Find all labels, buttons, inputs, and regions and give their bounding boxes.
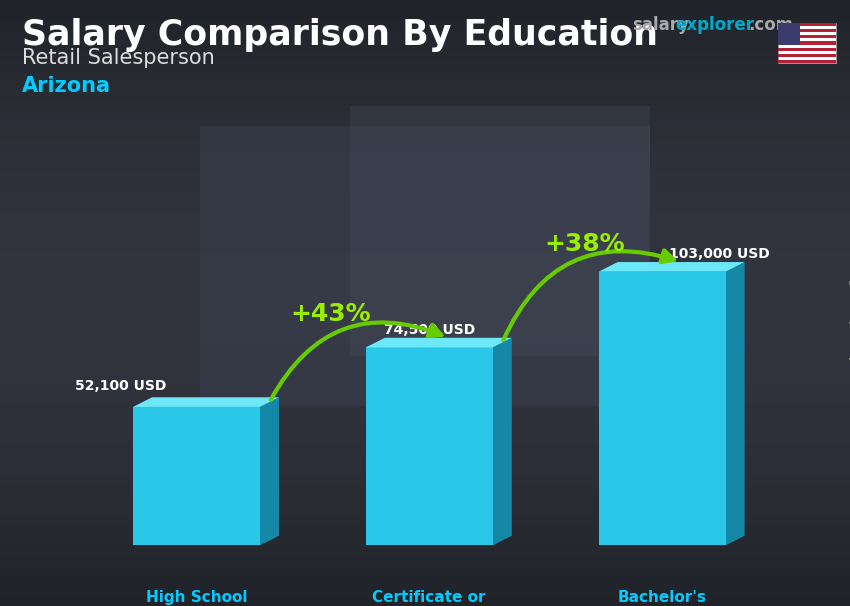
Text: .com: .com [748, 16, 793, 34]
Bar [0, 554, 850, 565]
Bar [0, 574, 850, 586]
Text: +43%: +43% [291, 302, 371, 325]
Bar [0, 302, 850, 313]
Bar [0, 453, 850, 465]
Bar [0, 70, 850, 81]
Bar [200, 126, 650, 406]
Bar [0, 585, 850, 596]
Bar [0, 565, 850, 576]
Bar [0, 332, 850, 344]
Bar [0, 251, 850, 262]
Bar [0, 423, 850, 435]
Polygon shape [493, 338, 512, 545]
Bar [350, 106, 650, 356]
Bar [0, 474, 850, 485]
Bar [778, 35, 836, 38]
Text: 103,000 USD: 103,000 USD [669, 247, 769, 261]
Text: Average Yearly Salary: Average Yearly Salary [848, 250, 850, 362]
Bar [0, 9, 850, 20]
Text: Arizona: Arizona [22, 76, 111, 96]
Bar [778, 54, 836, 57]
Text: 52,100 USD: 52,100 USD [75, 379, 166, 393]
Bar [0, 292, 850, 303]
Bar [0, 80, 850, 91]
Bar [0, 211, 850, 222]
Text: Retail Salesperson: Retail Salesperson [22, 48, 215, 68]
Bar [778, 41, 836, 44]
Bar [778, 60, 836, 63]
Bar [0, 59, 850, 71]
Bar [0, 130, 850, 141]
Bar [0, 201, 850, 212]
Bar [598, 271, 726, 545]
Bar [778, 23, 800, 44]
Text: Certificate or
Diploma: Certificate or Diploma [372, 590, 486, 606]
Bar [0, 595, 850, 606]
Text: 74,500 USD: 74,500 USD [383, 323, 475, 337]
Bar [0, 271, 850, 283]
Bar [0, 383, 850, 394]
Bar [0, 484, 850, 495]
Bar [0, 29, 850, 41]
FancyArrowPatch shape [271, 322, 441, 400]
Bar [0, 534, 850, 545]
Bar [366, 347, 493, 545]
Bar [0, 342, 850, 353]
Bar [0, 120, 850, 132]
Bar [0, 282, 850, 293]
Bar [0, 221, 850, 232]
Bar [0, 444, 850, 454]
Bar [0, 504, 850, 515]
Polygon shape [366, 338, 512, 347]
Bar [0, 231, 850, 242]
Bar [0, 312, 850, 323]
Bar [778, 23, 836, 26]
Bar [0, 161, 850, 171]
Bar [0, 150, 850, 162]
Polygon shape [598, 262, 745, 271]
Bar [0, 514, 850, 525]
Bar [0, 39, 850, 50]
Bar [0, 322, 850, 333]
Bar [0, 393, 850, 404]
Bar [0, 362, 850, 374]
Bar [0, 100, 850, 111]
Bar [0, 110, 850, 121]
Text: High School: High School [145, 590, 247, 605]
Bar [0, 241, 850, 253]
Bar [0, 0, 850, 10]
Text: Bachelor's
Degree: Bachelor's Degree [618, 590, 706, 606]
Bar [0, 433, 850, 444]
Bar [0, 544, 850, 556]
Bar [0, 353, 850, 364]
Bar [0, 50, 850, 61]
Text: salary: salary [632, 16, 688, 34]
Bar [778, 48, 836, 51]
Bar [0, 19, 850, 30]
Bar [778, 23, 836, 63]
Bar [0, 90, 850, 101]
Text: explorer: explorer [675, 16, 754, 34]
Polygon shape [133, 398, 279, 407]
Text: Salary Comparison By Education: Salary Comparison By Education [22, 18, 658, 52]
Bar [0, 524, 850, 535]
Bar [0, 262, 850, 273]
FancyArrowPatch shape [503, 250, 674, 340]
Bar [0, 171, 850, 182]
Bar [0, 373, 850, 384]
Bar [0, 191, 850, 202]
Bar [0, 403, 850, 414]
Polygon shape [726, 262, 745, 545]
Bar [0, 181, 850, 192]
Polygon shape [260, 398, 279, 545]
Bar [0, 464, 850, 474]
Bar [0, 494, 850, 505]
Bar [0, 141, 850, 152]
Bar [133, 407, 260, 545]
Bar [778, 29, 836, 32]
Text: +38%: +38% [544, 232, 625, 256]
Bar [0, 413, 850, 424]
